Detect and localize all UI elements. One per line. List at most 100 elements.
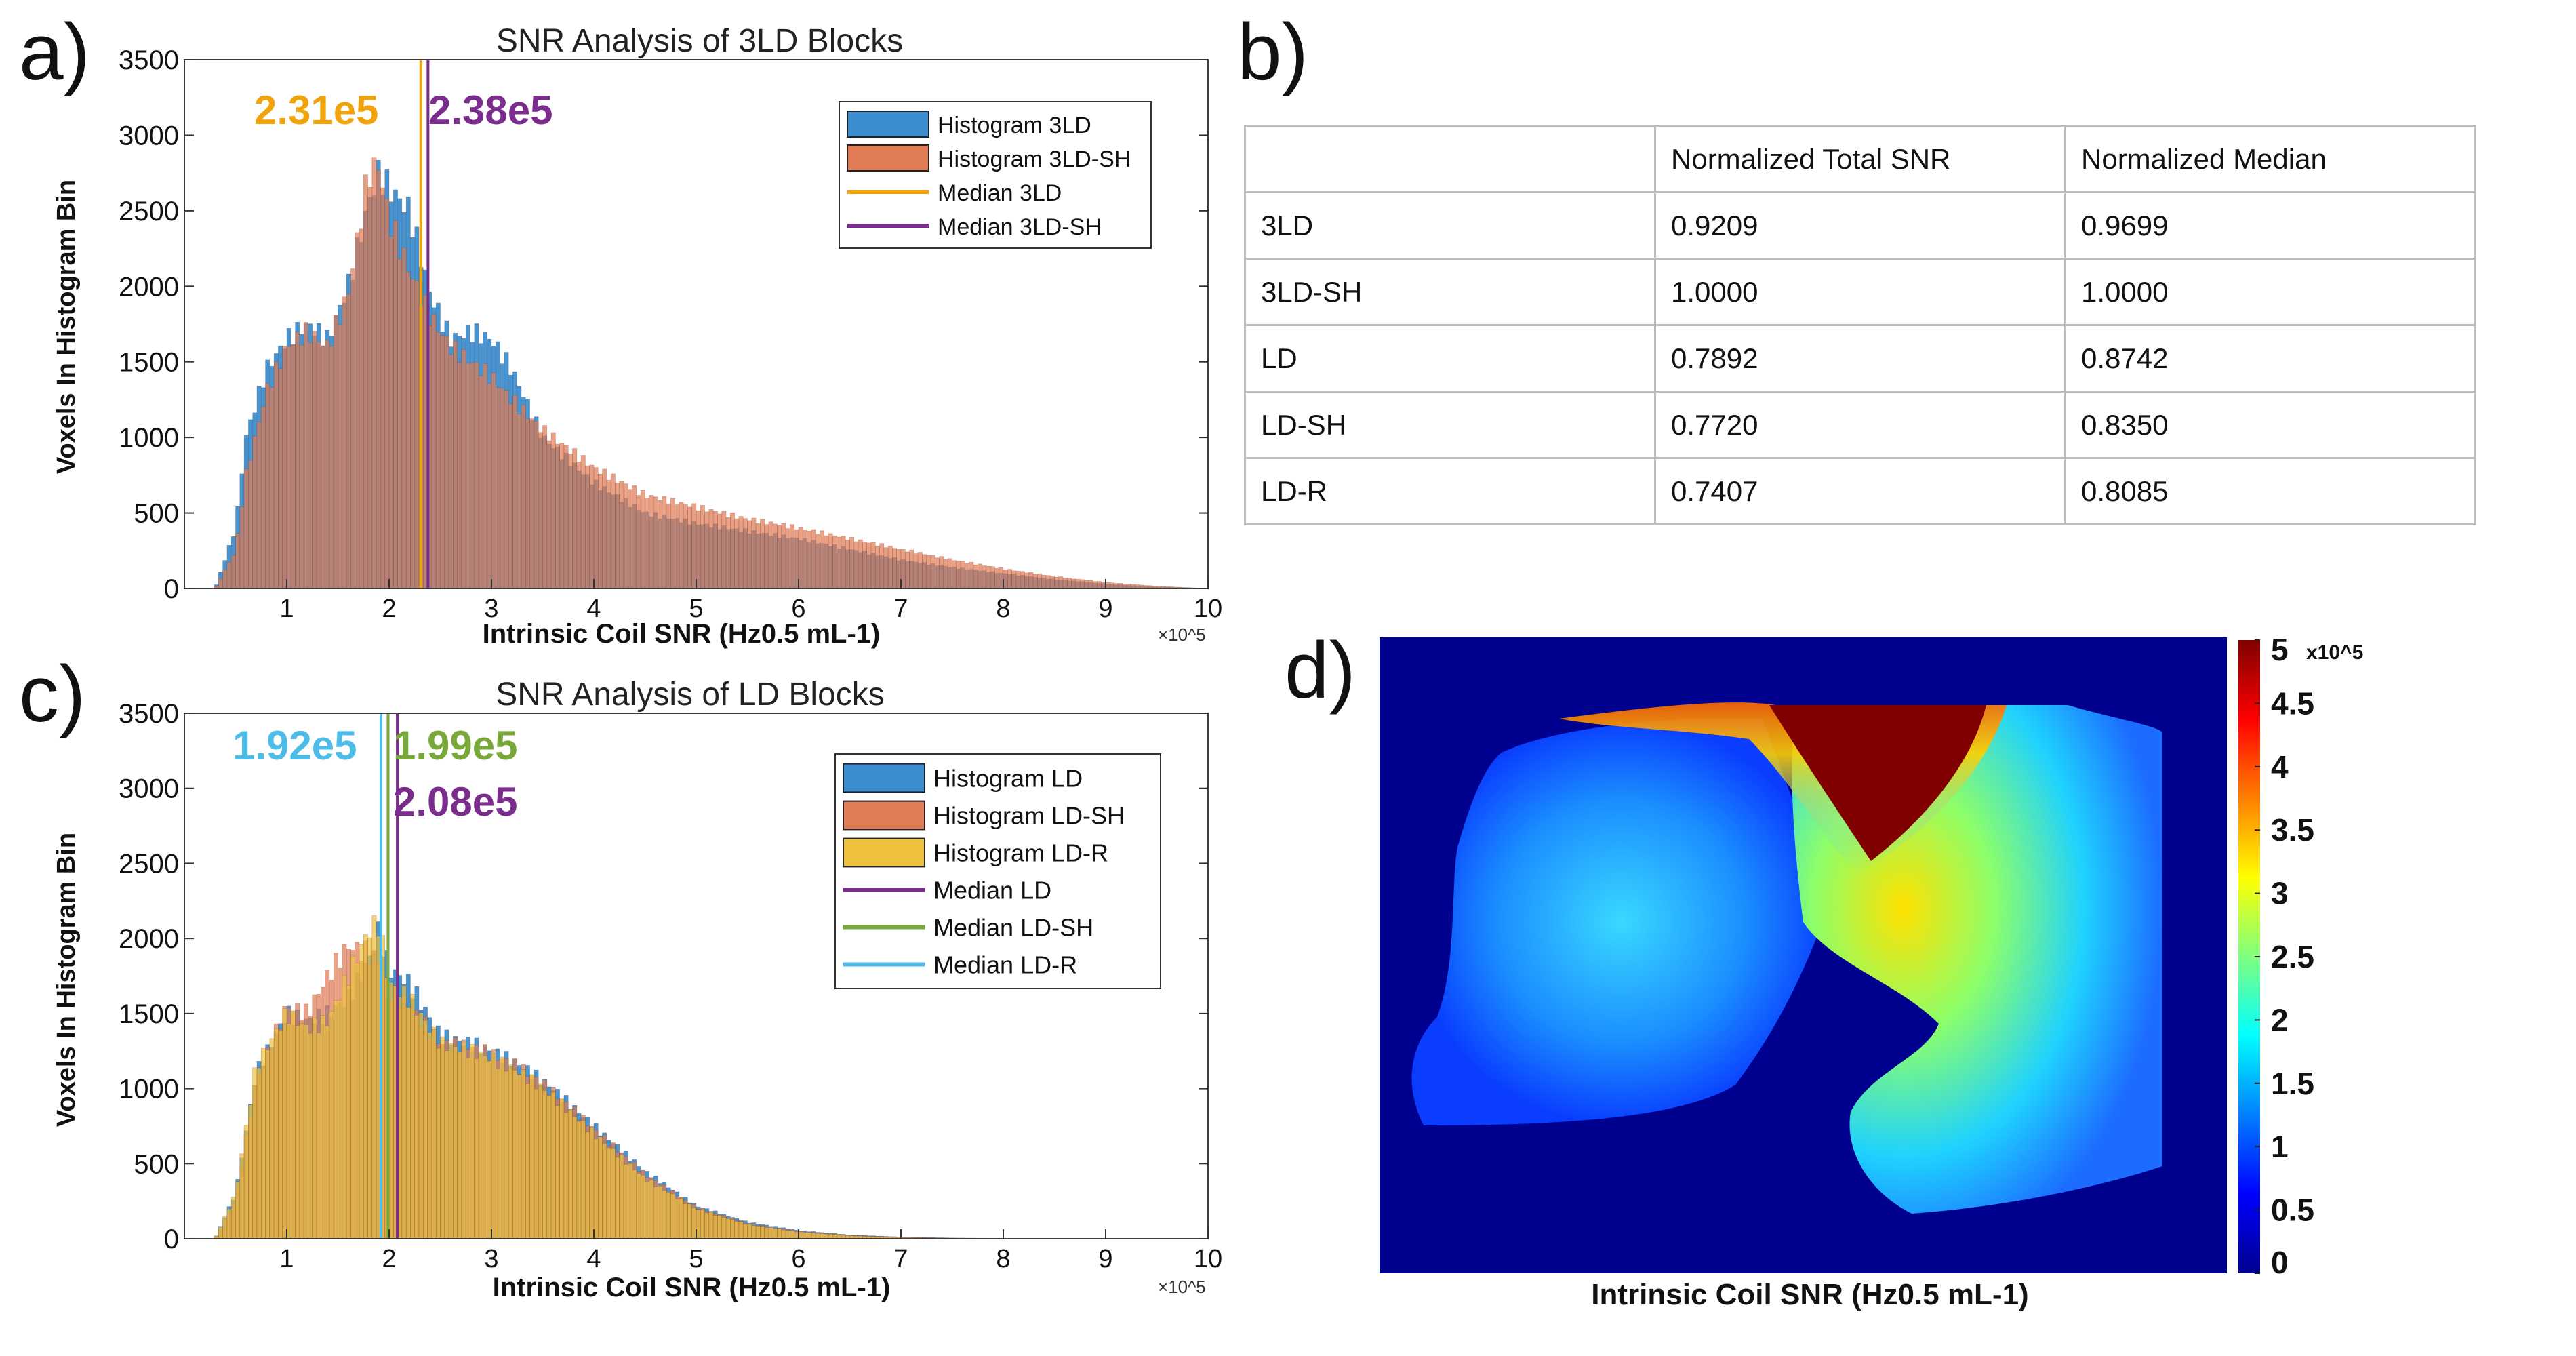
table-cell: 0.8742 xyxy=(2064,324,2476,393)
colorbar-tick-label: 2 xyxy=(2271,1002,2289,1037)
x-tick-label: 10 xyxy=(1194,595,1222,623)
y-axis-label: Voxels In Histogram Bin xyxy=(52,833,81,1127)
table-row: LD-SH 0.7720 0.8350 xyxy=(1244,391,2476,459)
x-tick-label: 6 xyxy=(791,1245,805,1273)
colorbar-tick-label: 1 xyxy=(2271,1129,2289,1164)
y-tick-label: 2000 xyxy=(119,272,179,302)
y-tick-label: 2000 xyxy=(119,924,179,954)
legend-entry-label: Median LD-R xyxy=(933,951,1077,979)
x-multiplier: ×10^5 xyxy=(1158,624,1206,645)
x-tick-label: 8 xyxy=(996,595,1010,623)
y-tick-label: 1000 xyxy=(119,423,179,453)
y-tick-label: 3500 xyxy=(119,699,179,729)
colorbar-tick-label: 3 xyxy=(2271,876,2289,911)
x-tick-label: 7 xyxy=(893,595,908,623)
median-value-label: 2.31e5 xyxy=(254,87,379,133)
median-value-label: 1.99e5 xyxy=(393,723,518,768)
table-header-cell xyxy=(1244,125,1656,193)
table-cell: 3LD xyxy=(1244,191,1656,260)
table-header-row: Normalized Total SNR Normalized Median xyxy=(1244,125,2476,193)
legend-entry-label: Histogram 3LD-SH xyxy=(938,146,1131,172)
legend-entry-label: Histogram LD xyxy=(933,765,1083,793)
y-tick-label: 3500 xyxy=(119,45,179,75)
table-cell: LD-R xyxy=(1244,457,1656,525)
median-value-label: 2.38e5 xyxy=(428,87,553,133)
legend-entry-label: Histogram LD-R xyxy=(933,839,1108,867)
table-header-cell: Normalized Median xyxy=(2064,125,2476,193)
x-tick-label: 3 xyxy=(484,595,498,623)
legend-entry-label: Median LD-SH xyxy=(933,914,1093,942)
median-value-label: 2.08e5 xyxy=(393,779,518,824)
table-row: 3LD-SH 1.0000 1.0000 xyxy=(1244,258,2476,326)
snr-table: Normalized Total SNR Normalized Median 3LD… xyxy=(1244,125,2476,525)
legend-entry-label: Median 3LD-SH xyxy=(938,214,1102,240)
y-tick-label: 0 xyxy=(164,1224,179,1254)
table-cell: LD xyxy=(1244,324,1656,393)
table-cell: 1.0000 xyxy=(2064,258,2476,326)
legend-swatch xyxy=(847,111,929,138)
y-tick-label: 2500 xyxy=(119,849,179,879)
legend-swatch xyxy=(847,144,929,172)
legend-swatch xyxy=(843,763,925,793)
colorbar-tick-label: 4.5 xyxy=(2271,685,2314,721)
y-tick-label: 1500 xyxy=(119,348,179,378)
heatmap-hotspot-core xyxy=(1769,705,1986,861)
table-cell: LD-SH xyxy=(1244,391,1656,459)
y-tick-label: 2500 xyxy=(119,197,179,226)
y-tick-label: 1500 xyxy=(119,999,179,1029)
legend-swatch xyxy=(843,837,925,868)
legend-entry-label: Histogram 3LD xyxy=(938,113,1091,138)
table-cell: 0.8350 xyxy=(2064,391,2476,459)
x-axis-label: Intrinsic Coil SNR (Hz0.5 mL-1) xyxy=(483,619,881,649)
x-tick-label: 8 xyxy=(996,1245,1010,1273)
series-histogram-3ld-sh xyxy=(214,157,1209,589)
colorbar-ticks: 5 4.5 4 3.5 3 2.5 2 1.5 1 0.5 0 xyxy=(2255,632,2314,1280)
plot-area: 2.08e5 1.99e5 1.92e5 0 500 1000 1500 2000 2500 30… xyxy=(119,699,1222,1273)
plot-area: 2.31e5 2.38e5 0 500 1000 1500 2000 2500 3000 3500… xyxy=(119,45,1222,623)
legend-box xyxy=(834,753,1161,989)
table-cell: 0.7720 xyxy=(1654,391,2066,459)
x-axis-label: Intrinsic Coil SNR (Hz0.5 mL-1) xyxy=(493,1273,891,1302)
table-cell: 1.0000 xyxy=(1654,258,2066,326)
colorbar-tick-label: 0.5 xyxy=(2271,1193,2314,1228)
legend-entry-label: Median LD xyxy=(933,877,1051,904)
x-tick-label: 9 xyxy=(1098,595,1112,623)
x-tick-label: 6 xyxy=(791,595,805,623)
table-cell: 0.9699 xyxy=(2064,191,2476,260)
chart-title: SNR Analysis of LD Blocks xyxy=(496,677,885,713)
panel-label-d: d) xyxy=(1285,626,1356,715)
colorbar-tick-label: 1.5 xyxy=(2271,1066,2314,1101)
panel-label-c: c) xyxy=(19,650,86,739)
heatmap-xlabel: Intrinsic Coil SNR (Hz0.5 mL-1) xyxy=(1591,1278,2029,1311)
legend-entry-label: Median 3LD xyxy=(938,180,1062,206)
panel-label-b: b) xyxy=(1237,7,1308,97)
y-tick-label: 3000 xyxy=(119,121,179,151)
table-row: 3LD 0.9209 0.9699 xyxy=(1244,191,2476,260)
x-tick-label: 4 xyxy=(586,595,601,623)
legend: Histogram LD Histogram LD-SH Histogram LD-… xyxy=(834,753,1161,989)
x-tick-label: 2 xyxy=(382,595,396,623)
x-tick-label: 2 xyxy=(382,1245,396,1273)
x-tick-label: 1 xyxy=(279,595,294,623)
y-tick-label: 3000 xyxy=(119,774,179,804)
chart-title: SNR Analysis of 3LD Blocks xyxy=(496,23,903,59)
table-row: LD 0.7892 0.8742 xyxy=(1244,324,2476,393)
table-cell: 0.7892 xyxy=(1654,324,2066,393)
y-axis-label: Voxels In Histogram Bin xyxy=(52,180,81,474)
x-tick-label: 9 xyxy=(1098,1245,1112,1273)
y-tick-label: 1000 xyxy=(119,1075,179,1104)
table-cell: 0.8085 xyxy=(2064,457,2476,525)
legend-entry-label: Histogram LD-SH xyxy=(933,802,1125,830)
legend: Histogram 3LD Histogram 3LD-SH Median 3LD M… xyxy=(839,101,1152,249)
x-tick-label: 7 xyxy=(893,1245,908,1273)
table-cell: 3LD-SH xyxy=(1244,258,1656,326)
x-tick-label: 5 xyxy=(689,595,703,623)
table-header-cell: Normalized Total SNR xyxy=(1654,125,2066,193)
colorbar-tick-label: 3.5 xyxy=(2271,812,2314,848)
x-tick-label: 5 xyxy=(689,1245,703,1273)
x-tick-label: 1 xyxy=(279,1245,294,1273)
heatmap-region-left xyxy=(1411,718,1830,1125)
